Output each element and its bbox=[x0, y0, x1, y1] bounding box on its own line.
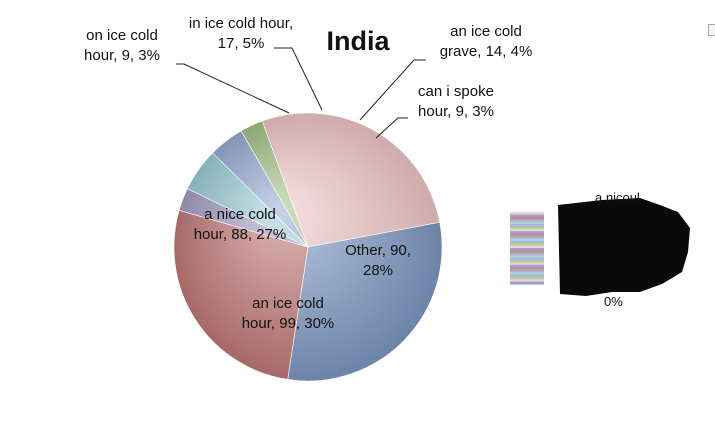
pie-slice-a-nice-cold-hour bbox=[173, 209, 309, 380]
legend-swatch bbox=[510, 236, 544, 239]
legend-swatch bbox=[510, 243, 544, 247]
data-label: an ice cold grave, 14, 4% bbox=[440, 23, 533, 60]
legend-swatch bbox=[510, 238, 544, 242]
legend-swatch bbox=[510, 226, 544, 230]
leader-line bbox=[359, 59, 426, 121]
legend-swatch bbox=[510, 219, 544, 223]
legend-fragment: a nicoul bbox=[595, 190, 640, 205]
leader-line bbox=[274, 47, 323, 111]
pie-slice-other bbox=[261, 112, 441, 248]
legend-overlap-blob bbox=[558, 198, 690, 296]
data-label: in ice cold hour, 17, 5% bbox=[189, 15, 293, 52]
data-label: can i spoke hour, 9, 3% bbox=[418, 83, 494, 120]
legend-swatch bbox=[510, 245, 544, 249]
leader-line bbox=[375, 117, 408, 139]
legend-swatch bbox=[510, 257, 544, 261]
data-label: an ice cold hour, 99, 30% bbox=[242, 295, 335, 332]
legend-swatch bbox=[510, 221, 544, 225]
legend-swatch bbox=[510, 272, 544, 275]
legend-swatch bbox=[510, 240, 544, 244]
legend-swatch bbox=[510, 228, 544, 232]
side-handle bbox=[708, 24, 715, 36]
leader-line bbox=[176, 63, 290, 114]
legend-swatch bbox=[510, 281, 544, 285]
legend-swatch bbox=[510, 260, 544, 263]
pie-slice-an-ice-cold-hour bbox=[287, 221, 443, 382]
legend-swatch bbox=[510, 231, 544, 235]
legend-swatch bbox=[510, 252, 544, 256]
chart-title: India bbox=[326, 26, 390, 56]
legend-swatch bbox=[510, 262, 544, 266]
legend-swatch bbox=[510, 267, 544, 271]
legend-swatch bbox=[510, 233, 544, 237]
legend-swatch bbox=[510, 248, 544, 251]
legend-swatch bbox=[510, 216, 544, 220]
legend-fragment: 0% bbox=[604, 294, 623, 309]
legend-swatch bbox=[510, 276, 544, 280]
pie-slices bbox=[173, 112, 443, 382]
legend-swatch bbox=[510, 224, 544, 227]
data-label: a nice cold hour, 88, 27% bbox=[194, 206, 287, 243]
legend-swatch bbox=[510, 274, 544, 278]
pie-slice-can-i-spoke-hour bbox=[240, 120, 309, 248]
data-label: on ice cold hour, 9, 3% bbox=[84, 27, 160, 64]
legend: a nicoul 0% bbox=[510, 190, 690, 309]
legend-swatch bbox=[510, 212, 544, 215]
legend-swatch bbox=[510, 214, 544, 218]
legend-swatch bbox=[510, 255, 544, 259]
legend-swatch bbox=[510, 250, 544, 254]
legend-swatch bbox=[510, 264, 544, 268]
data-label: Other, 90, 28% bbox=[345, 242, 411, 279]
legend-swatch bbox=[510, 269, 544, 273]
legend-swatch bbox=[510, 279, 544, 283]
